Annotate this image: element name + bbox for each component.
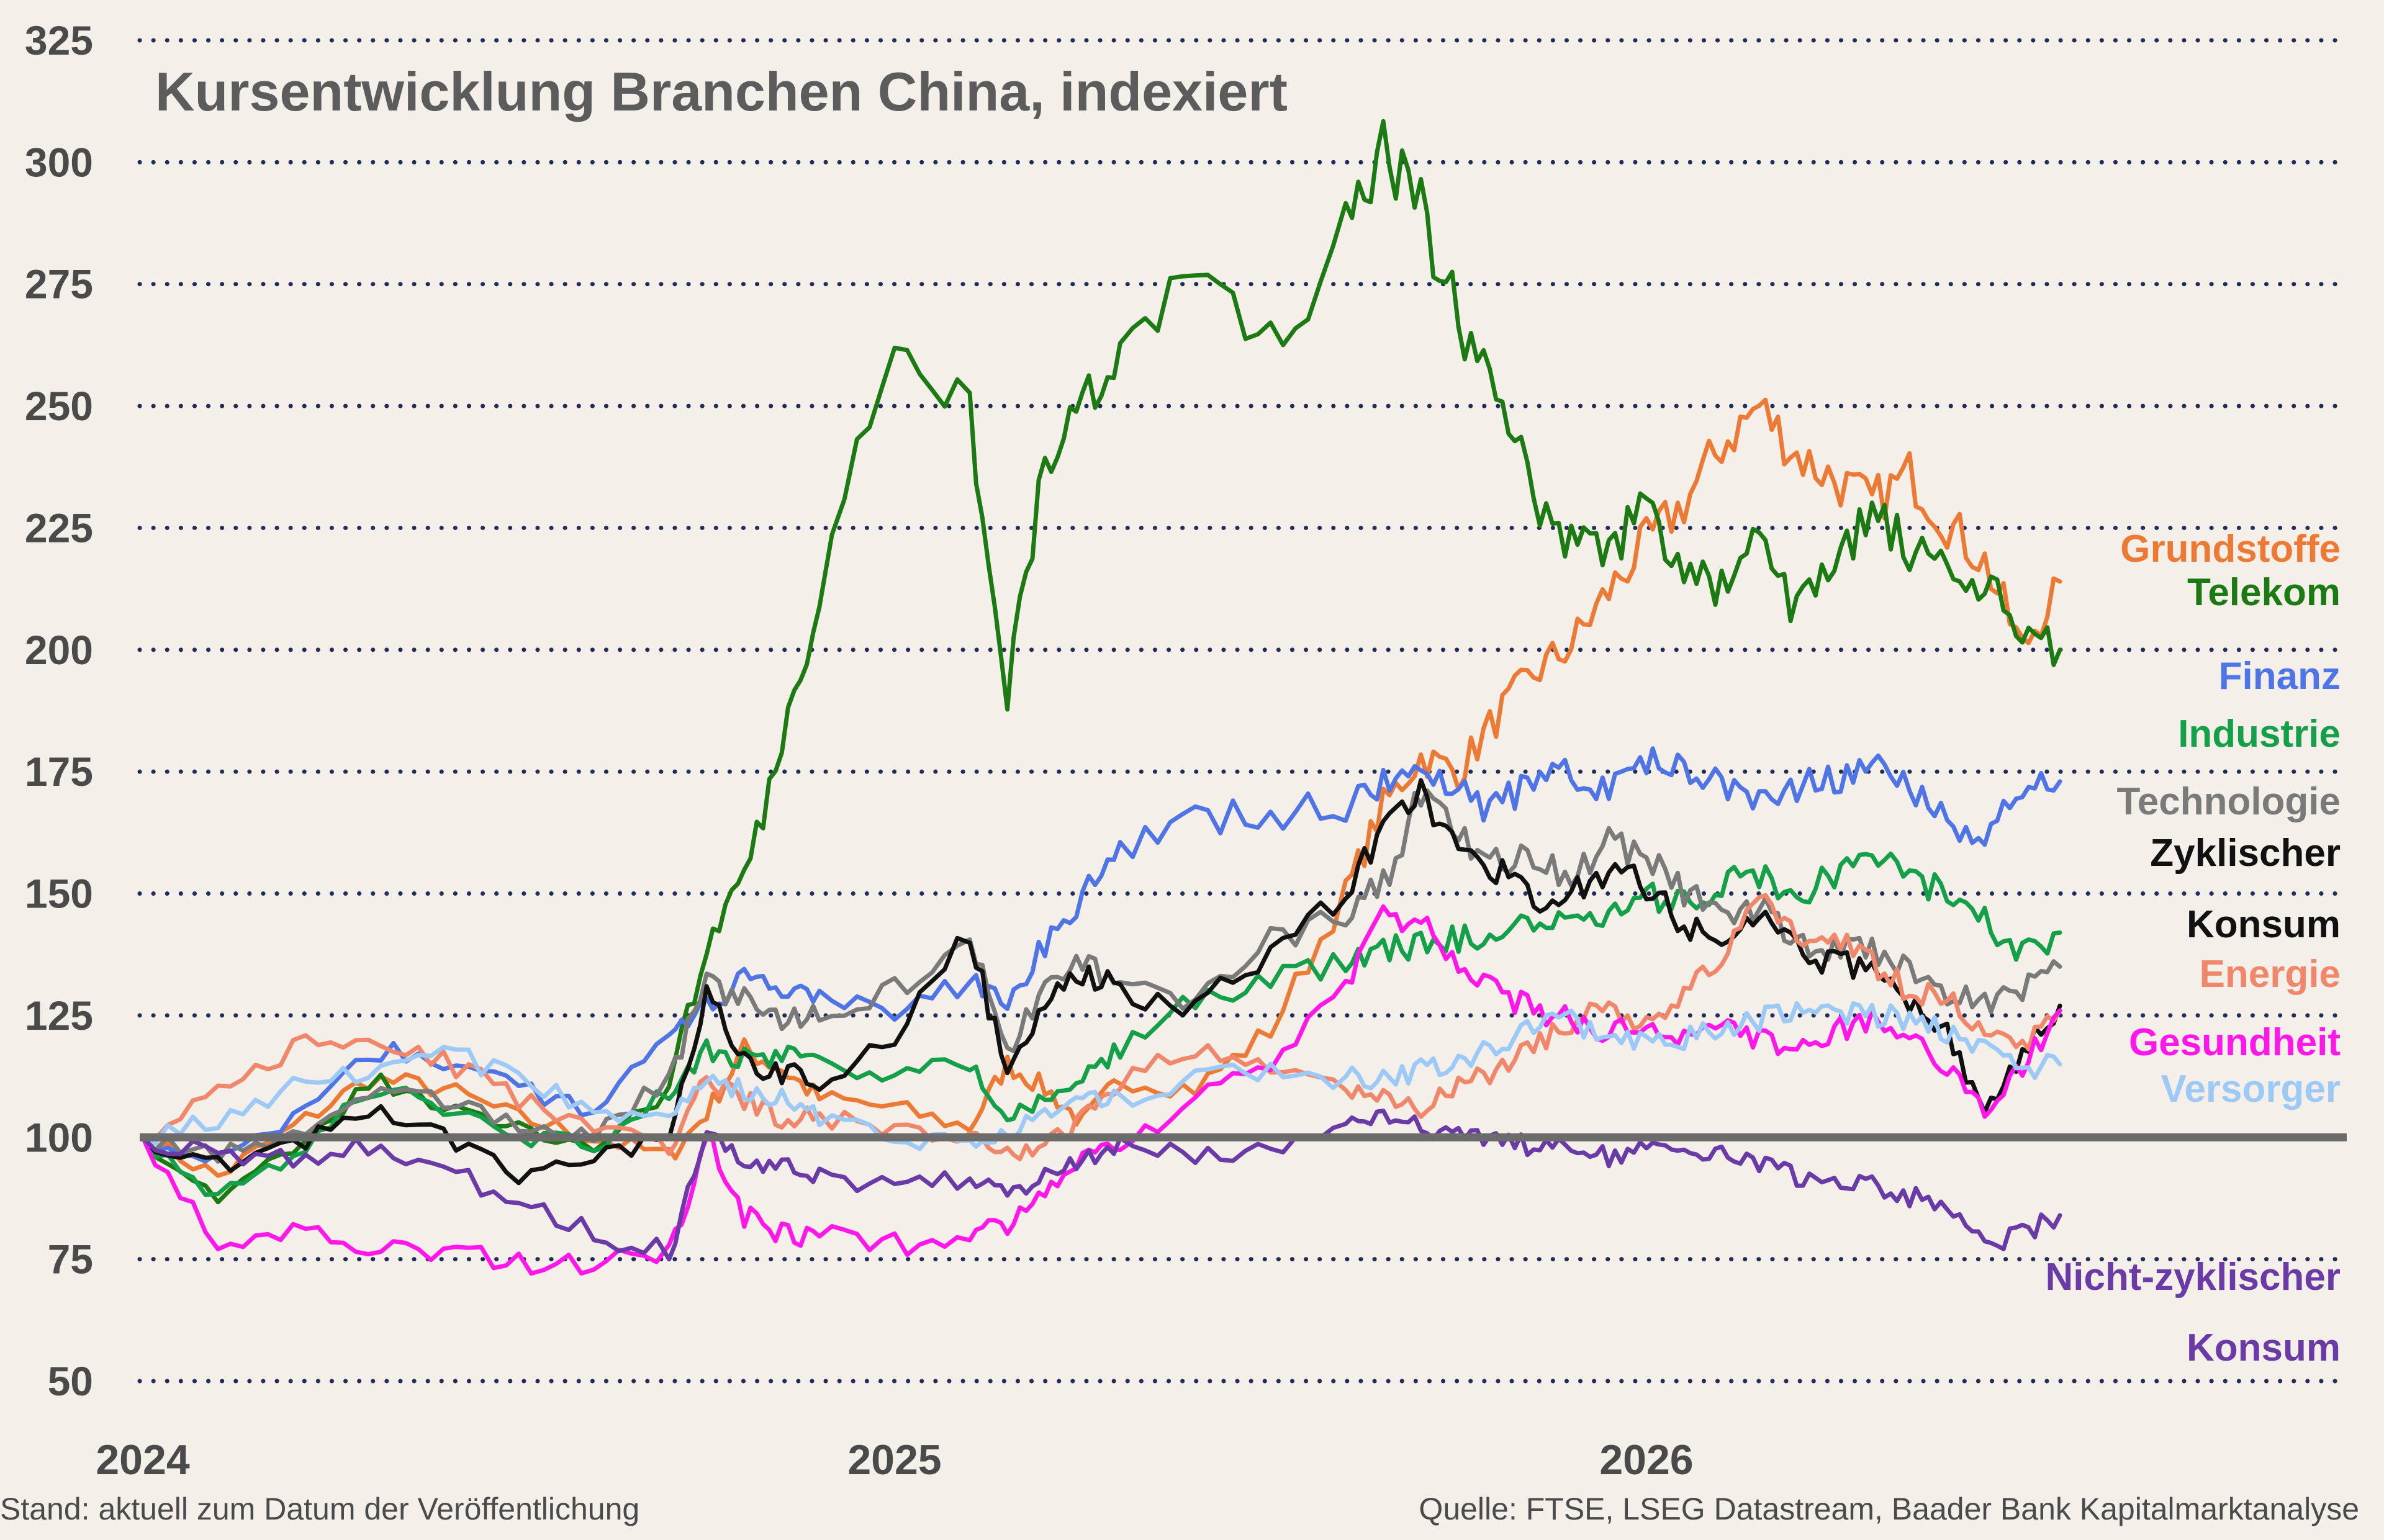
- series-line: [140, 778, 2062, 1186]
- y-tick-label: 225: [25, 505, 93, 551]
- y-tick-label: 100: [25, 1114, 93, 1160]
- series-label: Technologie: [2116, 780, 2341, 823]
- x-tick-label: 2024: [96, 1436, 189, 1484]
- y-tick-label: 150: [25, 871, 93, 917]
- series-label: Zyklischer: [2150, 832, 2341, 875]
- series-line: [140, 1001, 2062, 1151]
- footer-right: Quelle: FTSE, LSEG Datastream, Baader Ba…: [1419, 1492, 2359, 1526]
- y-tick-label: 325: [25, 17, 93, 63]
- x-tick-label: 2025: [847, 1436, 941, 1484]
- series-label: Energie: [2200, 953, 2341, 996]
- y-tick-label: 275: [25, 261, 93, 307]
- series-label: Konsum: [2187, 1326, 2341, 1369]
- series-label: Industrie: [2178, 713, 2341, 755]
- series-line: [140, 851, 2062, 1197]
- chart-title: Kursentwicklung Branchen China, indexier…: [155, 61, 1288, 122]
- series-line: [140, 746, 2062, 1164]
- series-label: Telekom: [2187, 571, 2341, 614]
- series-label: Finanz: [2219, 655, 2341, 698]
- x-tick-label: 2026: [1599, 1436, 1693, 1484]
- grid: [137, 38, 2349, 1384]
- y-tick-label: 50: [48, 1358, 93, 1404]
- series-line: [140, 904, 2062, 1276]
- y-tick-label: 250: [25, 383, 93, 429]
- y-axis: 325 300 275 250 225 200 175 150 125 100 75 50: [25, 17, 93, 1404]
- y-tick-label: 125: [25, 993, 93, 1038]
- series-label: Gesundheit: [2129, 1021, 2341, 1064]
- series-label: Grundstoffe: [2120, 528, 2341, 570]
- series-label: Nicht-zyklischer: [2045, 1256, 2341, 1299]
- y-tick-label: 200: [25, 627, 93, 673]
- series-line: [140, 1108, 2062, 1262]
- y-tick-label: 175: [25, 749, 93, 795]
- y-tick-label: 75: [48, 1236, 93, 1282]
- series-lines: [140, 119, 2062, 1276]
- series-label: Versorger: [2160, 1068, 2341, 1110]
- series-label: Konsum: [2187, 903, 2341, 946]
- x-axis: 2024 2025 2026: [96, 1436, 1693, 1484]
- series-line: [140, 893, 2062, 1161]
- footer-left: Stand: aktuell zum Datum der Veröffentli…: [0, 1492, 639, 1526]
- y-tick-label: 300: [25, 139, 93, 185]
